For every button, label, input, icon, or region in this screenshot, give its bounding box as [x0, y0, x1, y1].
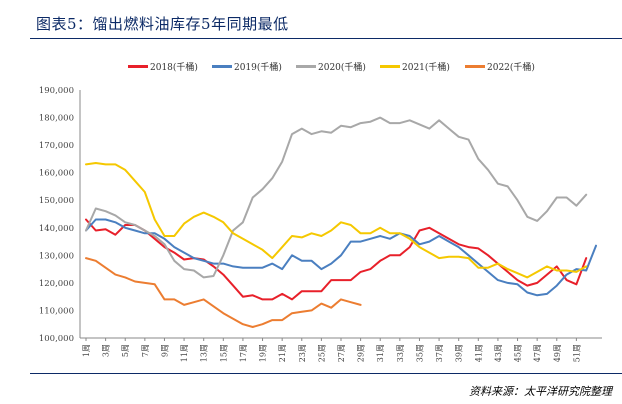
x-tick-label: 33周 — [396, 344, 405, 362]
legend-label: 2020(千桶) — [318, 63, 366, 73]
series-line-2021 — [85, 162, 588, 279]
x-tick-label: 31周 — [376, 344, 385, 362]
x-tick-label: 47周 — [533, 344, 542, 362]
x-tick-label: 23周 — [298, 344, 307, 362]
x-tick-label: 25周 — [317, 344, 326, 362]
x-tick-label: 51周 — [572, 344, 581, 362]
x-tick-label: 39周 — [455, 344, 464, 362]
y-tick-label: 140,000 — [39, 224, 74, 234]
x-tick-label: 45周 — [514, 344, 523, 362]
x-tick-label: 3周 — [102, 344, 111, 357]
chart-legend: 2018(千桶) 2019(千桶) 2020(千桶) 2021(千桶) 2022(千桶) — [0, 58, 622, 76]
series-line-2020 — [85, 116, 588, 279]
y-tick-label: 160,000 — [39, 169, 74, 179]
x-tick-label: 21周 — [278, 344, 287, 362]
y-tick-label: 120,000 — [39, 279, 74, 289]
x-tick-label: 27周 — [337, 344, 346, 362]
y-tick-label: 100,000 — [39, 334, 74, 344]
x-tick-label: 49周 — [553, 344, 562, 362]
x-tick-label: 13周 — [200, 344, 209, 362]
y-tick-label: 170,000 — [39, 141, 74, 151]
legend-swatch — [128, 65, 148, 68]
legend-swatch — [380, 65, 400, 68]
x-tick-label: 7周 — [141, 344, 150, 357]
footer-divider — [30, 373, 622, 374]
series-line-2018 — [85, 218, 588, 301]
title-divider — [30, 38, 622, 39]
x-tick-label: 1周 — [82, 344, 91, 357]
x-tick-label: 37周 — [435, 344, 444, 362]
y-tick-label: 130,000 — [39, 251, 74, 261]
legend-label: 2022(千桶) — [487, 63, 535, 73]
x-tick-label: 17周 — [239, 344, 248, 362]
x-tick-label: 43周 — [494, 344, 503, 362]
source-note: 资料来源：太平洋研究院整理 — [469, 385, 612, 398]
series-line-2022 — [85, 257, 362, 328]
legend-label: 2018(千桶) — [150, 63, 198, 73]
legend-label: 2019(千桶) — [234, 63, 282, 73]
legend-label: 2021(千桶) — [402, 63, 450, 73]
x-tick-label: 35周 — [415, 344, 424, 362]
legend-swatch — [296, 65, 316, 68]
x-tick-label: 29周 — [357, 344, 366, 362]
legend-swatch — [465, 65, 485, 68]
y-tick-label: 180,000 — [39, 114, 74, 124]
legend-swatch — [212, 65, 232, 68]
x-tick-label: 19周 — [259, 344, 268, 362]
x-tick-label: 5周 — [121, 344, 130, 357]
series-line-2019 — [85, 218, 597, 297]
y-tick-label: 110,000 — [39, 306, 74, 316]
x-tick-label: 15周 — [219, 344, 228, 362]
title-bar: 图表5：馏出燃料油库存5年同期最低 — [0, 0, 622, 40]
y-tick-label: 190,000 — [39, 86, 74, 96]
figure-title: 图表5：馏出燃料油库存5年同期最低 — [36, 15, 289, 33]
y-tick-label: 150,000 — [39, 196, 74, 206]
x-tick-label: 9周 — [160, 344, 169, 357]
x-tick-label: 41周 — [474, 344, 483, 362]
x-tick-label: 11周 — [180, 344, 189, 362]
